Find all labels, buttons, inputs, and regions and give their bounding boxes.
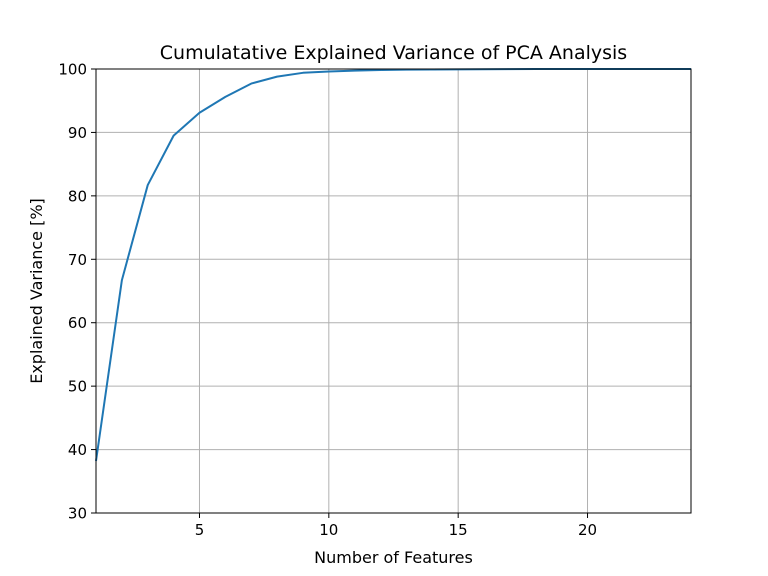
x-tick-label: 10 <box>319 521 338 539</box>
x-tick-label: 15 <box>449 521 468 539</box>
y-tick-label: 60 <box>68 314 87 332</box>
x-tick-label: 5 <box>195 521 205 539</box>
x-axis-label: Number of Features <box>314 548 473 567</box>
y-tick-label: 70 <box>68 251 87 269</box>
data-point <box>276 76 278 78</box>
data-point <box>302 72 304 74</box>
data-point <box>224 96 226 98</box>
data-point <box>198 112 200 114</box>
x-tick-label: 20 <box>578 521 597 539</box>
y-tick-label: 50 <box>68 378 87 396</box>
data-point <box>328 71 330 73</box>
data-point <box>147 184 149 186</box>
y-tick-label: 90 <box>68 124 87 142</box>
chart-title: Cumulatative Explained Variance of PCA A… <box>160 42 627 64</box>
y-tick-label: 80 <box>68 187 87 205</box>
y-tick-label: 100 <box>58 61 87 79</box>
data-point <box>354 70 356 72</box>
data-point <box>173 135 175 137</box>
data-point <box>121 279 123 281</box>
plot-frame <box>95 68 692 514</box>
y-axis-label: Explained Variance [%] <box>27 198 46 384</box>
data-point <box>250 83 252 85</box>
tick-layer: 5 10 15 20 30 40 50 60 70 80 90 100 <box>58 61 597 540</box>
y-tick-label: 30 <box>68 505 87 523</box>
y-tick-label: 40 <box>68 441 87 459</box>
